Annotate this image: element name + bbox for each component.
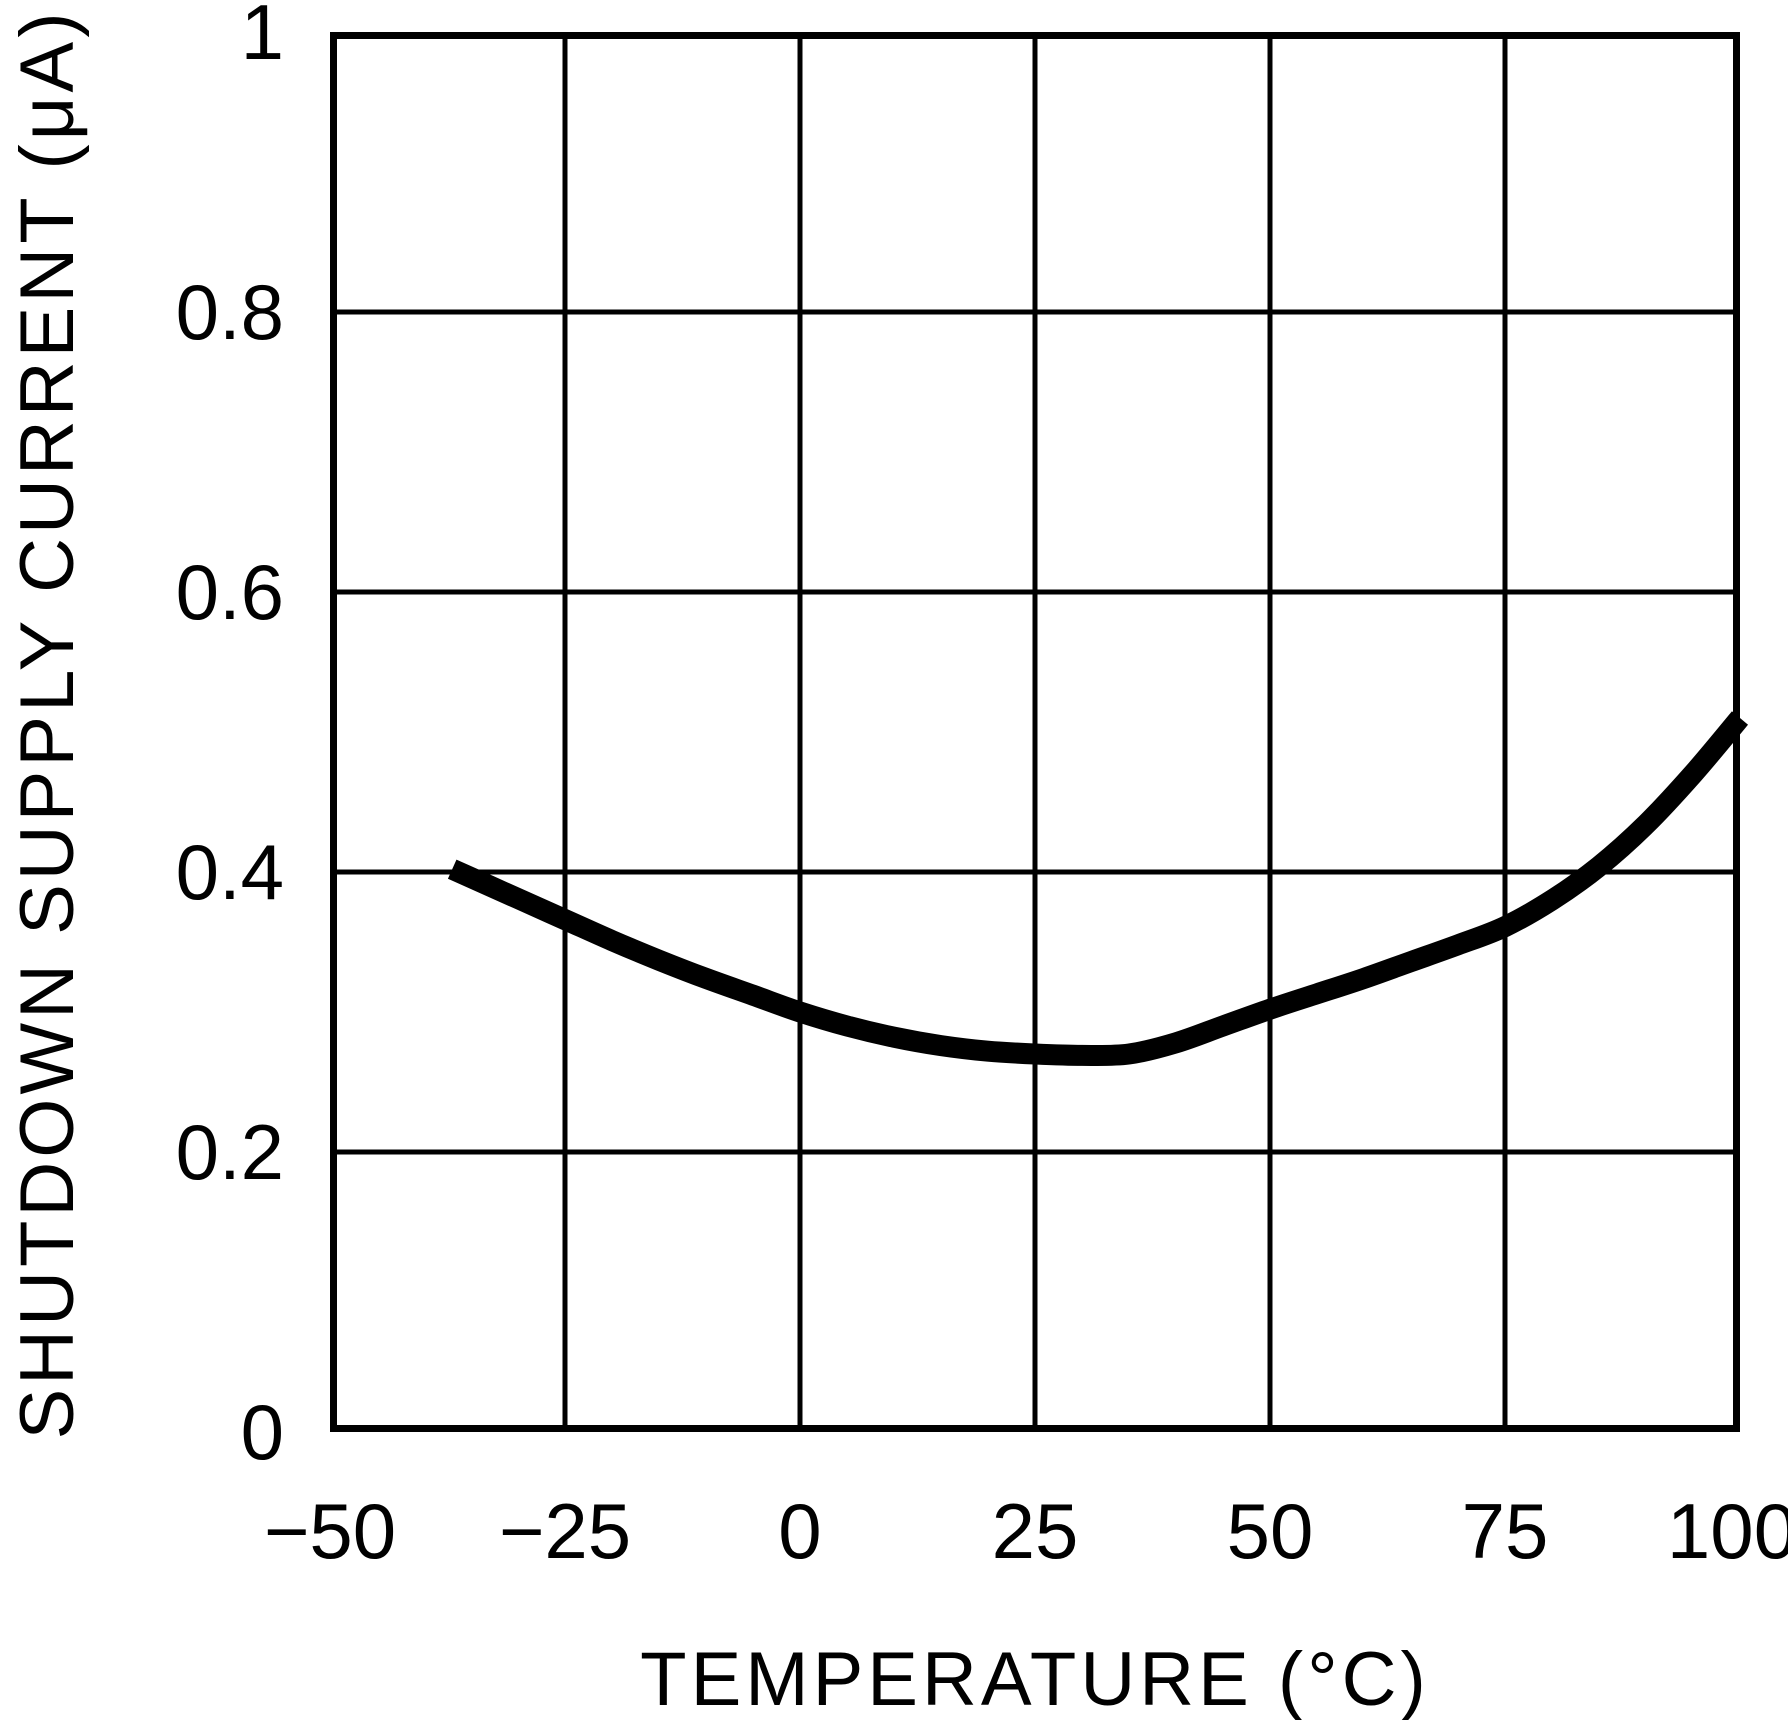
- x-axis-title: TEMPERATURE (°C): [640, 1637, 1430, 1720]
- y-tick-label: 0.6: [175, 548, 284, 636]
- y-axis-title: SHUTDOWN SUPPLY CURRENT (μA): [5, 8, 90, 1440]
- x-tick-label: 75: [1461, 1487, 1549, 1575]
- plot-area: [330, 32, 1749, 1432]
- x-tick-label: 25: [991, 1487, 1079, 1575]
- x-tick-label: 100: [1666, 1487, 1788, 1575]
- x-tick-label: 50: [1226, 1487, 1314, 1575]
- x-tick-label: 0: [778, 1487, 822, 1575]
- y-tick-label: 0: [240, 1388, 284, 1476]
- plot-grid-and-curve: [330, 32, 1749, 1432]
- y-tick-label: 1: [240, 0, 284, 76]
- x-tick-label: −25: [498, 1487, 632, 1575]
- x-tick-label: −50: [263, 1487, 397, 1575]
- y-tick-label: 0.8: [175, 268, 284, 356]
- curve-shutdown-supply-current: [447, 711, 1749, 1067]
- y-tick-label: 0.2: [175, 1108, 284, 1196]
- y-tick-label: 0.4: [175, 828, 284, 916]
